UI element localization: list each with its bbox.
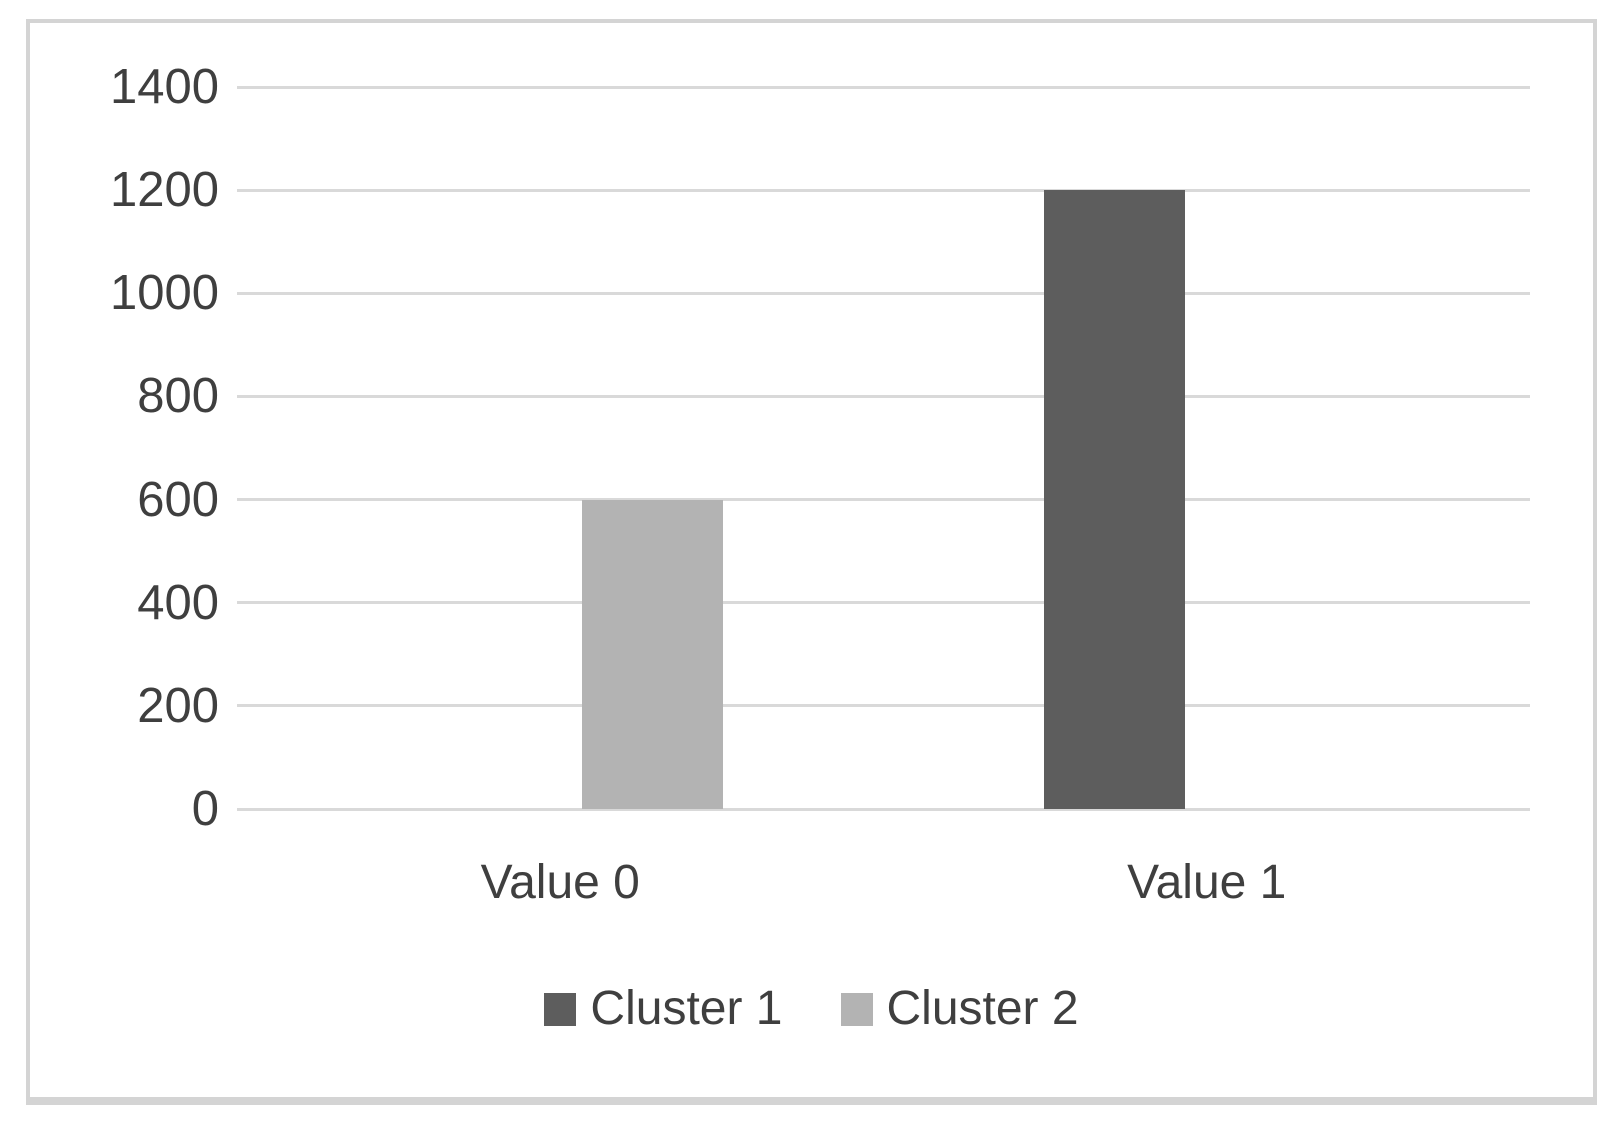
gridline — [237, 498, 1530, 502]
y-axis-tick-label: 600 — [137, 472, 219, 527]
x-category-label: Value 0 — [480, 856, 640, 909]
gridline — [237, 188, 1530, 192]
gridline — [237, 85, 1530, 89]
gridline — [237, 601, 1530, 605]
legend-label: Cluster 2 — [886, 982, 1079, 1035]
y-axis-tick-label: 0 — [191, 782, 219, 836]
y-axis-tick-label: 800 — [137, 369, 219, 424]
y-axis-tick-label: 1200 — [109, 163, 219, 218]
legend-swatch-icon — [544, 992, 577, 1026]
y-axis-tick-label: 1000 — [109, 266, 219, 321]
gridline — [237, 704, 1530, 708]
plot-area — [237, 85, 1530, 811]
chart-frame: 0 200 400 600 800 1000 1200 1400 Value 0 Value 1… — [26, 19, 1597, 1105]
y-axis-tick-label: 1400 — [109, 60, 219, 114]
legend: Cluster 1 Cluster 2 — [30, 983, 1593, 1035]
gridline — [237, 291, 1530, 295]
x-category-label: Value 1 — [1127, 856, 1287, 909]
y-axis-tick-label: 400 — [137, 575, 219, 630]
legend-item: Cluster 2 — [840, 982, 1079, 1035]
gridline — [237, 807, 1530, 811]
gridline — [237, 394, 1530, 398]
legend-label: Cluster 1 — [590, 982, 783, 1035]
y-axis-tick-label: 200 — [137, 678, 219, 733]
bar-cluster-2 — [582, 499, 724, 809]
legend-item: Cluster 1 — [544, 982, 783, 1035]
legend-swatch-icon — [840, 992, 873, 1026]
bar-cluster-1 — [1043, 190, 1185, 809]
